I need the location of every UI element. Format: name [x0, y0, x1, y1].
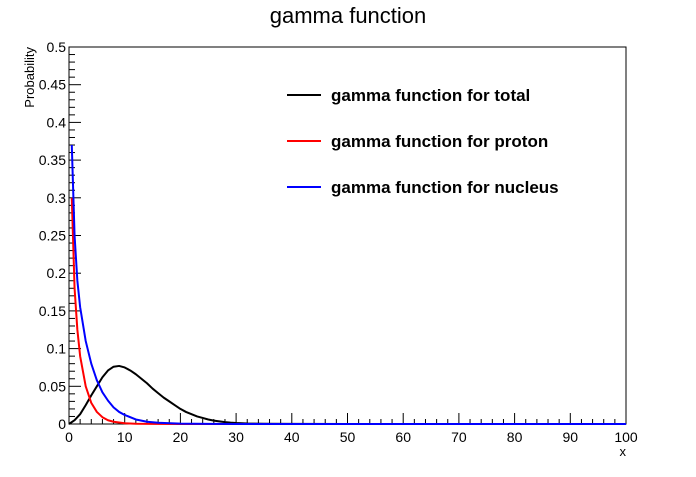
- y-tick-label: 0.5: [47, 39, 67, 55]
- x-tick-label: 50: [340, 429, 356, 445]
- x-tick-label: 10: [117, 429, 133, 445]
- y-tick-label: 0.35: [39, 152, 66, 168]
- x-tick-label: 60: [395, 429, 411, 445]
- y-tick-label: 0: [58, 416, 66, 432]
- y-tick-label: 0.2: [47, 265, 67, 281]
- legend-label: gamma function for proton: [331, 132, 548, 151]
- x-tick-label: 100: [614, 429, 638, 445]
- series-lines: [68, 144, 626, 425]
- y-tick-label: 0.1: [47, 341, 67, 357]
- y-tick-label: 0.15: [39, 303, 66, 319]
- x-tick-label: 30: [228, 429, 244, 445]
- x-tick-label: 80: [507, 429, 523, 445]
- legend-label: gamma function for total: [331, 86, 530, 105]
- y-tick-label: 0.45: [39, 77, 66, 93]
- x-tick-label: 90: [563, 429, 579, 445]
- x-tick-label: 40: [284, 429, 300, 445]
- y-tick-label: 0.25: [39, 228, 66, 244]
- y-tick-label: 0.05: [39, 378, 66, 394]
- y-axis-label: Probability: [22, 47, 37, 108]
- x-tick-label: 0: [65, 429, 73, 445]
- x-tick-label: 20: [173, 429, 189, 445]
- x-axis-label: x: [620, 444, 627, 459]
- series-line-2: [70, 144, 626, 425]
- x-tick-label: 70: [451, 429, 467, 445]
- chart-title: gamma function: [270, 3, 427, 28]
- axis-ticks: 0 10 20 30 40 50 60 70 80 90 100 0 0.05 0.1 0.15 0.2 0.2…: [39, 39, 638, 445]
- y-tick-label: 0.3: [47, 190, 67, 206]
- y-tick-label: 0.4: [47, 114, 67, 130]
- legend: gamma function for total gamma function f…: [287, 86, 559, 197]
- legend-label: gamma function for nucleus: [331, 178, 559, 197]
